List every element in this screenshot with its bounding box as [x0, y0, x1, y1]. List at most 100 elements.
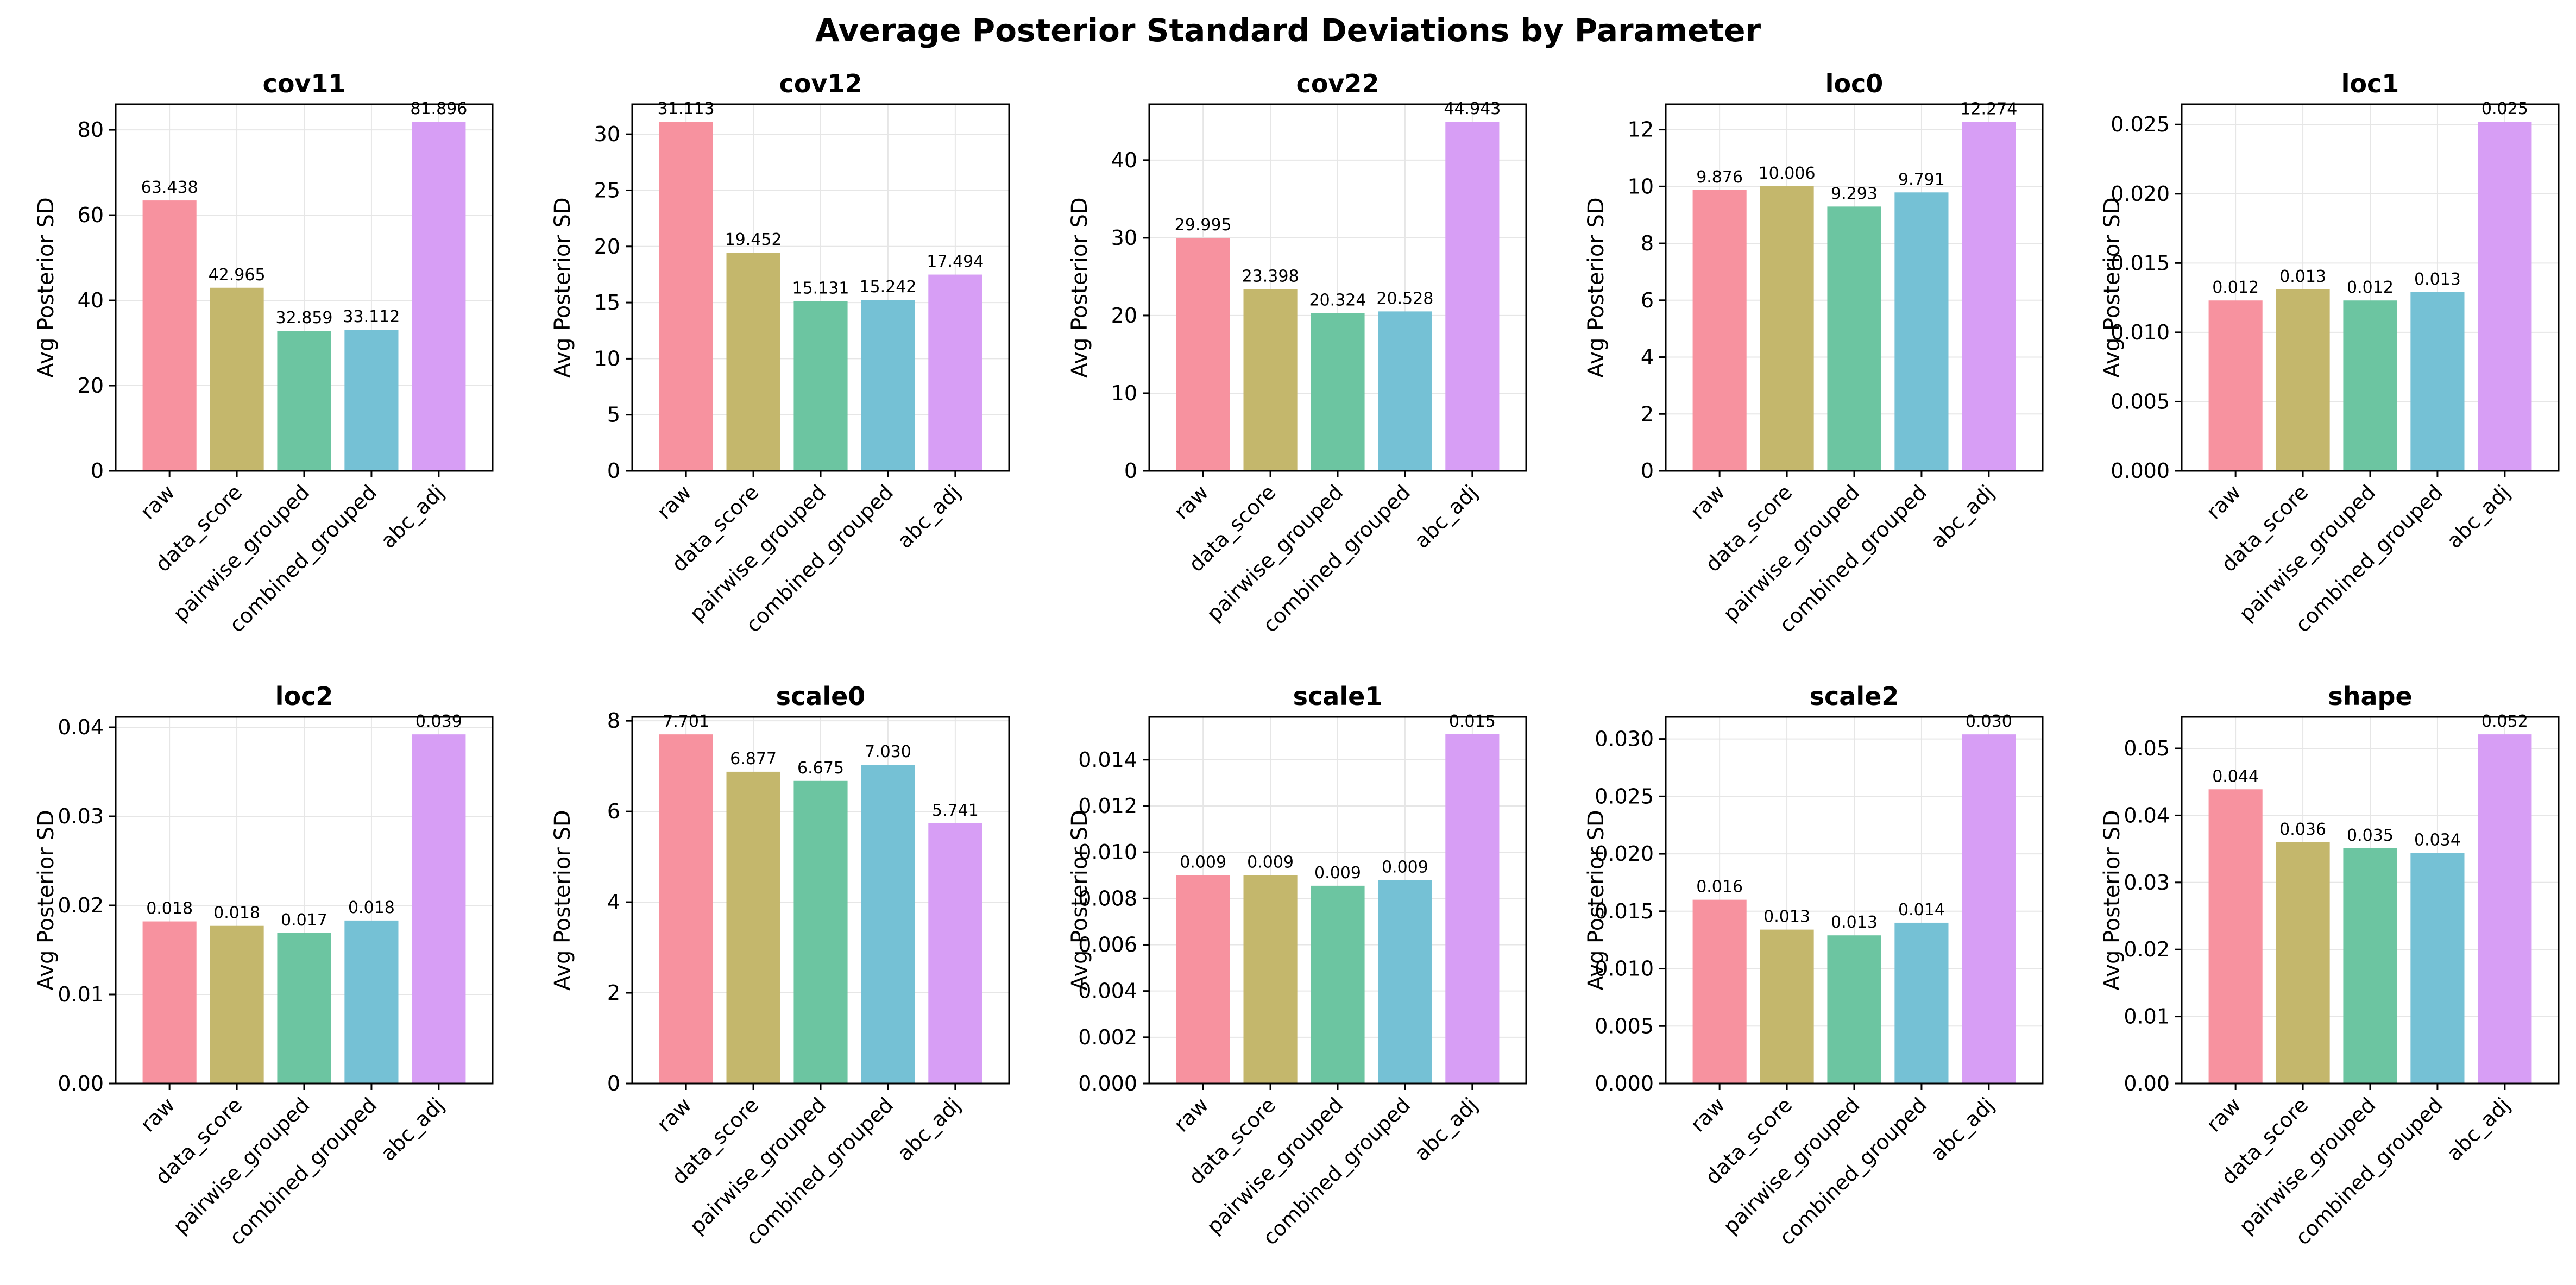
bar-raw	[142, 200, 197, 471]
y-tick-label: 0.004	[1078, 979, 1137, 1003]
y-tick-label: 40	[1111, 148, 1137, 172]
value-label: 19.452	[725, 230, 782, 249]
bar-combined_grouped	[861, 765, 915, 1084]
bar-combined_grouped	[2410, 853, 2465, 1084]
y-tick-label: 0.000	[1595, 1072, 1654, 1095]
bar-abc_adj	[2478, 734, 2532, 1084]
value-label: 15.242	[859, 278, 916, 297]
value-label: 0.016	[1696, 878, 1743, 897]
bar-data_score	[210, 925, 264, 1084]
figure-title: Average Posterior Standard Deviations by…	[815, 12, 1761, 49]
value-label: 0.012	[2212, 278, 2259, 297]
subplot-title: cov22	[1296, 69, 1380, 98]
y-tick-label: 0.008	[1078, 886, 1137, 910]
subplot-title: loc2	[275, 682, 333, 711]
bar-raw	[1692, 899, 1747, 1084]
y-axis-label: Avg Posterior SD	[2100, 197, 2125, 377]
y-axis-label: Avg Posterior SD	[550, 810, 575, 990]
y-tick-label: 0.006	[1078, 933, 1137, 956]
value-label: 42.965	[209, 266, 266, 285]
y-tick-label: 10	[594, 347, 620, 370]
y-tick-label: 0.01	[2124, 1005, 2170, 1029]
subplot-shape: 0.044 0.036 0.035 0.034 0.052 0.00 0.01 0.02 0.0…	[2100, 682, 2560, 1250]
y-tick-label: 2	[607, 981, 620, 1005]
bar-pairwise_grouped	[1311, 313, 1365, 471]
bar-pairwise_grouped	[1827, 206, 1881, 471]
y-tick-label: 30	[594, 122, 620, 146]
y-tick-label: 30	[1111, 226, 1137, 250]
bar-abc_adj	[412, 122, 466, 471]
value-label: 7.030	[865, 742, 911, 761]
y-tick-label: 0.000	[1078, 1072, 1137, 1095]
bar-pairwise_grouped	[2343, 848, 2397, 1084]
value-label: 29.995	[1175, 216, 1232, 235]
value-label: 0.035	[2347, 826, 2394, 845]
bar-abc_adj	[1445, 122, 1500, 471]
value-label: 33.112	[343, 307, 400, 326]
bar-combined_grouped	[2410, 292, 2465, 471]
y-tick-label: 15	[594, 291, 620, 314]
value-label: 0.013	[2414, 270, 2461, 289]
y-axis-label: Avg Posterior SD	[34, 810, 59, 990]
x-tick-label: abc_adj	[376, 480, 449, 553]
y-tick-label: 0.00	[58, 1072, 104, 1095]
x-tick-label: raw	[136, 1093, 180, 1137]
bar-abc_adj	[1962, 734, 2016, 1084]
subplot-title: shape	[2328, 682, 2412, 711]
x-tick-label: raw	[652, 480, 696, 524]
bar-raw	[2208, 789, 2263, 1084]
value-label: 0.014	[1898, 900, 1945, 919]
y-tick-label: 0.005	[2111, 389, 2170, 413]
value-label: 0.009	[1247, 853, 1294, 872]
y-tick-label: 0.030	[1595, 727, 1654, 751]
value-label: 31.113	[658, 99, 715, 118]
x-tick-label: abc_adj	[892, 1093, 965, 1166]
y-tick-label: 80	[78, 118, 104, 142]
y-axis-label: Avg Posterior SD	[1584, 810, 1609, 990]
y-tick-label: 0.025	[2111, 112, 2170, 136]
value-label: 0.013	[2279, 267, 2326, 286]
subplot-scale2: 0.016 0.013 0.013 0.014 0.030 0.000 0.005 0.010…	[1584, 682, 2044, 1250]
y-tick-label: 0.015	[1595, 899, 1654, 923]
x-tick-label: raw	[1686, 1093, 1730, 1137]
value-label: 81.896	[410, 99, 467, 118]
y-tick-label: 0.005	[1595, 1014, 1654, 1038]
y-tick-label: 0.010	[1595, 957, 1654, 981]
x-tick-label: abc_adj	[1409, 480, 1482, 553]
value-label: 0.030	[1966, 712, 2012, 731]
x-tick-label: raw	[1169, 480, 1213, 524]
y-tick-label: 0.012	[1078, 794, 1137, 818]
bar-combined_grouped	[1894, 922, 1949, 1084]
bar-abc_adj	[928, 274, 982, 471]
y-tick-label: 0.020	[1595, 842, 1654, 866]
bar-pairwise_grouped	[277, 933, 331, 1084]
bar-abc_adj	[928, 823, 982, 1084]
value-label: 10.006	[1759, 164, 1816, 183]
y-tick-label: 8	[607, 709, 620, 733]
x-tick-label: abc_adj	[2442, 1093, 2515, 1166]
subplot-title: loc0	[1825, 69, 1884, 98]
bar-data_score	[1760, 929, 1814, 1084]
x-tick-label: raw	[652, 1093, 696, 1137]
subplot-title: scale1	[1293, 682, 1383, 711]
y-tick-label: 6	[607, 799, 620, 823]
x-tick-label: raw	[1686, 480, 1730, 524]
value-label: 5.741	[932, 801, 979, 820]
subplot-cov22: 29.995 23.398 20.324 20.528 44.943 0 10 20 30 40 r…	[1067, 69, 1527, 637]
bar-pairwise_grouped	[1827, 935, 1881, 1084]
y-tick-label: 0	[1641, 459, 1654, 483]
y-axis-label: Avg Posterior SD	[2100, 810, 2125, 990]
y-tick-label: 0.02	[2124, 937, 2170, 961]
value-label: 0.013	[1831, 913, 1878, 932]
y-tick-label: 20	[594, 235, 620, 259]
bar-raw	[1176, 237, 1230, 471]
value-label: 44.943	[1444, 99, 1501, 118]
y-tick-label: 0.04	[2124, 803, 2170, 827]
value-label: 0.009	[1382, 858, 1428, 877]
x-tick-label: raw	[136, 480, 180, 524]
y-tick-label: 0	[1124, 459, 1137, 483]
y-tick-label: 4	[1641, 345, 1654, 369]
x-tick-label: abc_adj	[1409, 1093, 1482, 1166]
value-label: 0.015	[1449, 712, 1496, 731]
